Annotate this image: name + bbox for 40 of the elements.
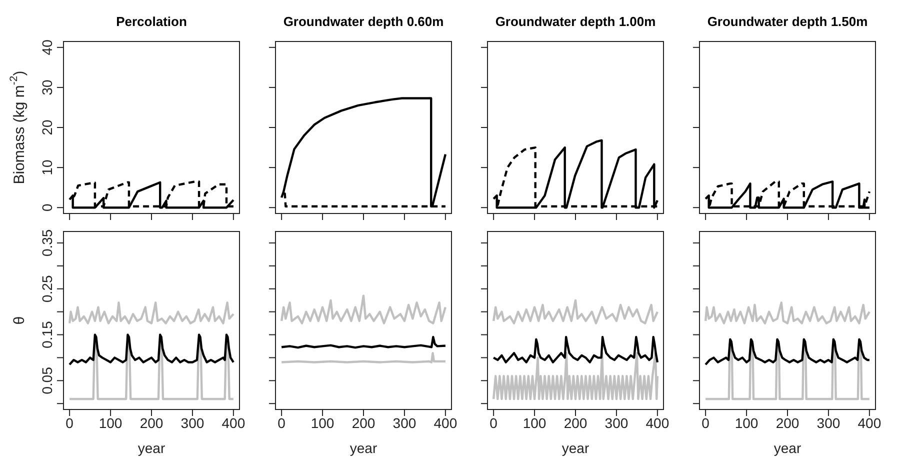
x-tick-label: 0 xyxy=(278,414,286,431)
x-tick-label: 400 xyxy=(222,414,246,431)
y-tick-label: 10 xyxy=(39,160,55,176)
x-tick-label: 400 xyxy=(858,414,882,431)
x-tick-label: 200 xyxy=(776,414,800,431)
x-tick-label: 0 xyxy=(702,414,710,431)
y-tick-label: 30 xyxy=(39,79,55,96)
x-axis-title: year xyxy=(774,440,802,456)
x-tick-label: 200 xyxy=(352,414,376,431)
x-tick-label: 300 xyxy=(816,414,840,431)
y-tick-label: 0.15 xyxy=(39,320,55,348)
line-series xyxy=(68,302,235,324)
y-tick-label: 0.05 xyxy=(39,366,55,394)
x-tick-label: 300 xyxy=(180,414,204,431)
chart-title: Groundwater depth 0.60m xyxy=(282,13,445,31)
x-tick-label: 100 xyxy=(734,414,758,431)
chart-title: Groundwater depth 1.00m xyxy=(494,13,657,31)
line-series xyxy=(68,334,235,366)
x-tick-label: 0 xyxy=(66,414,74,431)
x-axis-title: year xyxy=(138,440,166,456)
y-tick-label: 0 xyxy=(39,203,55,212)
x-tick-label: 200 xyxy=(564,414,588,431)
chart-title: Groundwater depth 1.50m xyxy=(706,13,869,31)
x-tick-label: 300 xyxy=(392,414,416,431)
x-tick-label: 200 xyxy=(140,414,164,431)
x-tick-label: 100 xyxy=(522,414,546,431)
y-axis-title: θ xyxy=(10,316,28,325)
y-tick-label: 0.25 xyxy=(39,274,55,302)
y-tick-label: 20 xyxy=(39,120,55,136)
y-tick-label: 40 xyxy=(39,39,55,56)
x-tick-label: 100 xyxy=(310,414,334,431)
x-axis-title: year xyxy=(350,440,378,456)
x-axis-title: year xyxy=(562,440,590,456)
x-tick-label: 400 xyxy=(434,414,458,431)
chart-title: Percolation xyxy=(115,13,188,31)
x-tick-label: 300 xyxy=(604,414,628,431)
y-tick-label: 0.35 xyxy=(39,229,55,257)
x-tick-label: 100 xyxy=(98,414,122,431)
x-tick-label: 0 xyxy=(490,414,498,431)
x-tick-label: 400 xyxy=(646,414,670,431)
